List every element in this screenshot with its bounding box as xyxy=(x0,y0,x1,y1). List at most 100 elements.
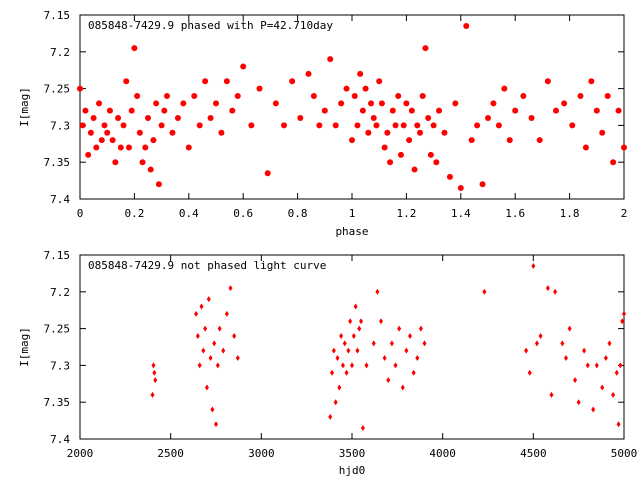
data-point xyxy=(545,285,550,292)
data-point xyxy=(618,362,623,369)
data-point xyxy=(569,122,576,129)
data-point xyxy=(389,340,394,347)
data-point xyxy=(180,100,187,107)
data-point xyxy=(610,159,617,166)
data-point xyxy=(332,122,339,129)
data-point xyxy=(406,137,413,144)
data-point xyxy=(582,144,589,151)
data-point xyxy=(393,362,398,369)
data-point xyxy=(408,332,413,339)
data-point xyxy=(344,369,349,376)
plot-frame xyxy=(79,254,625,440)
data-point xyxy=(357,70,364,77)
data-point xyxy=(411,369,416,376)
data-point xyxy=(199,303,204,310)
data-point xyxy=(536,137,543,144)
data-point xyxy=(206,296,211,303)
data-point xyxy=(131,45,138,52)
data-point xyxy=(403,100,410,107)
data-point xyxy=(368,100,375,107)
data-point xyxy=(281,122,287,129)
data-point xyxy=(123,78,130,85)
data-point xyxy=(136,129,143,136)
data-point xyxy=(468,137,475,144)
data-point xyxy=(364,362,369,369)
data-point xyxy=(567,325,572,332)
x-tick-label: 3500 xyxy=(339,447,366,460)
data-point xyxy=(384,129,391,136)
data-point xyxy=(197,362,202,369)
data-point xyxy=(430,122,437,129)
data-point xyxy=(93,144,100,151)
data-point xyxy=(104,129,111,136)
data-point xyxy=(599,129,606,136)
data-point xyxy=(560,340,565,347)
data-point xyxy=(611,391,616,398)
x-axis-label: hjd0 xyxy=(339,464,366,477)
data-point xyxy=(310,92,317,99)
data-point xyxy=(328,413,333,420)
data-point xyxy=(482,288,487,295)
data-point xyxy=(524,347,529,354)
x-tick-label: 4000 xyxy=(429,447,456,460)
data-point xyxy=(512,107,519,114)
data-point xyxy=(210,406,215,413)
y-axis-label: I[mag] xyxy=(18,327,31,367)
data-point xyxy=(155,181,162,188)
data-point xyxy=(79,122,86,129)
data-point xyxy=(531,263,536,270)
x-tick-label: 0.8 xyxy=(288,207,308,220)
data-point xyxy=(621,144,627,151)
data-point xyxy=(338,100,345,107)
data-point xyxy=(376,78,383,85)
data-point xyxy=(433,159,440,166)
data-point xyxy=(125,144,132,151)
data-point xyxy=(153,100,160,107)
data-point xyxy=(561,100,568,107)
data-point xyxy=(544,78,551,85)
data-point xyxy=(195,332,200,339)
data-point xyxy=(603,355,608,362)
unphased-light-curve-panel: 2000 2500 3000 3500 4000 4500 5000 7.15 7.2 7.25… xyxy=(18,249,637,477)
data-point xyxy=(150,391,155,398)
data-point xyxy=(232,332,237,339)
data-point xyxy=(506,137,513,144)
x-tick-label: 0.4 xyxy=(179,207,199,220)
data-point xyxy=(272,100,279,107)
data-point xyxy=(351,332,356,339)
data-point xyxy=(112,159,119,166)
data-point xyxy=(297,115,304,122)
data-point xyxy=(604,92,611,99)
data-point xyxy=(214,421,218,428)
data-point xyxy=(563,355,568,362)
y-tick-label: 7.15 xyxy=(44,249,71,262)
data-point xyxy=(622,310,626,317)
data-point xyxy=(151,362,156,369)
data-point xyxy=(218,129,225,136)
chart-title: 085848-7429.9 not phased light curve xyxy=(88,259,326,272)
data-point xyxy=(201,347,206,354)
data-point xyxy=(495,122,502,129)
data-point xyxy=(90,115,97,122)
data-point xyxy=(427,151,434,158)
x-tick-label: 5000 xyxy=(611,447,638,460)
data-point xyxy=(359,107,366,114)
data-point xyxy=(414,122,421,129)
x-axis-label: phase xyxy=(335,225,368,238)
data-point xyxy=(142,144,149,151)
data-point xyxy=(370,115,377,122)
x-tick-label: 0.2 xyxy=(124,207,144,220)
data-point xyxy=(264,170,271,177)
data-point xyxy=(174,115,181,122)
data-point xyxy=(593,107,600,114)
data-point xyxy=(139,159,146,166)
data-point xyxy=(217,325,222,332)
data-point xyxy=(400,384,405,391)
y-axis-label: I[mag] xyxy=(18,87,31,127)
data-point xyxy=(85,151,92,158)
data-point xyxy=(419,92,426,99)
y-tick-label: 7.25 xyxy=(44,323,71,336)
x-tick-label: 1.2 xyxy=(396,207,416,220)
data-point xyxy=(101,122,108,129)
x-tick-label: 4500 xyxy=(520,447,547,460)
